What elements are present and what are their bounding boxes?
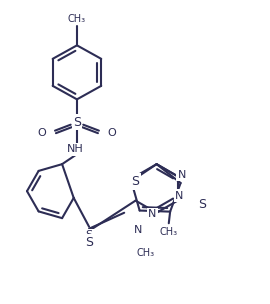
Text: CH₃: CH₃ [68, 14, 86, 24]
Text: CH₃: CH₃ [160, 226, 178, 237]
Text: S: S [86, 230, 93, 240]
Text: N: N [133, 225, 142, 235]
Text: N: N [175, 191, 184, 201]
Text: S: S [198, 198, 207, 211]
Text: O: O [108, 128, 116, 137]
Text: S: S [85, 236, 93, 249]
Text: O: O [38, 128, 46, 137]
Text: S: S [131, 175, 139, 188]
Text: N: N [148, 209, 157, 219]
Text: NH: NH [67, 144, 84, 154]
Text: N: N [177, 170, 186, 180]
Text: CH₃: CH₃ [137, 248, 155, 258]
Text: S: S [73, 116, 81, 129]
